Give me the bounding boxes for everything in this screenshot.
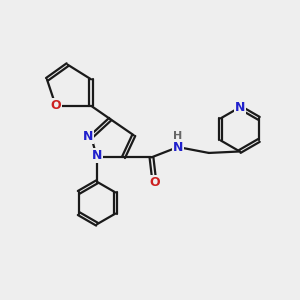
Text: H: H xyxy=(173,131,182,141)
Text: O: O xyxy=(50,99,61,112)
Text: N: N xyxy=(82,130,93,143)
Text: N: N xyxy=(92,148,102,161)
Text: N: N xyxy=(235,101,245,114)
Text: N: N xyxy=(173,141,183,154)
Text: O: O xyxy=(149,176,160,189)
